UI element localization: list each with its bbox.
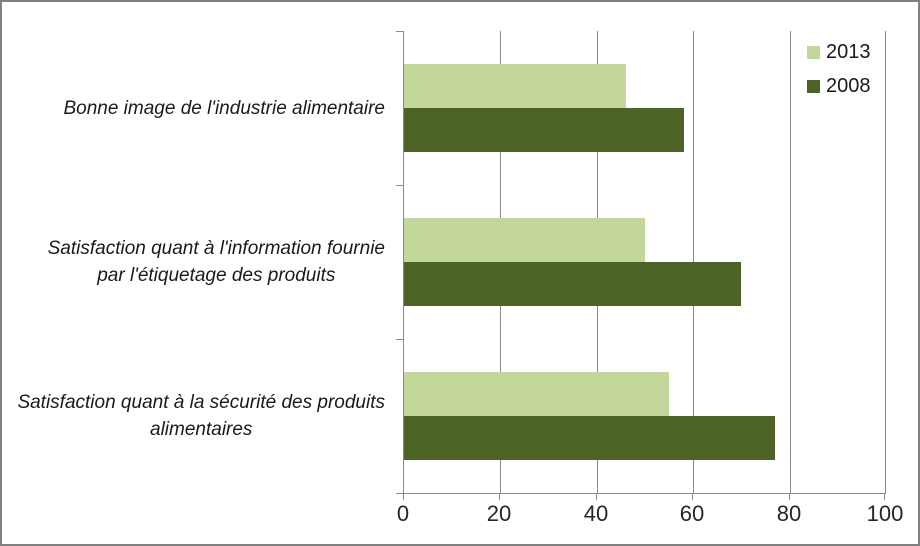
bar-2013-cat3	[404, 372, 669, 416]
legend-entry-2008: 2008	[807, 76, 871, 96]
legend-label: 2008	[826, 75, 871, 97]
category-label-3: Satisfaction quant à la sécurité des pro…	[17, 392, 385, 440]
category-tick-mark-1	[396, 185, 404, 186]
gridline-80	[790, 31, 791, 493]
category-tick-mark-0	[396, 31, 404, 32]
bar-2008-cat1	[404, 108, 684, 152]
x-tick-label-80: 80	[776, 501, 802, 526]
x-tick-mark-100	[884, 494, 885, 500]
category-row-2: Satisfaction quant à l'information fourn…	[6, 185, 394, 339]
legend-swatch-icon	[807, 45, 820, 59]
legend: 2013 2008	[807, 42, 871, 96]
bar-2013-cat1	[404, 64, 626, 108]
x-tick-mark-20	[499, 494, 500, 500]
legend-label: 2013	[826, 41, 871, 63]
value-axis-line	[403, 493, 886, 494]
x-tick-label-100: 100	[866, 501, 904, 526]
category-row-3: Satisfaction quant à la sécurité des pro…	[6, 339, 394, 493]
category-label-1: Bonne image de l'industrie alimentaire	[63, 97, 385, 119]
category-label-2: Satisfaction quant à l'information fourn…	[47, 238, 385, 286]
x-tick-label-0: 0	[396, 501, 410, 526]
bar-2008-cat2	[404, 262, 741, 306]
category-row-1: Bonne image de l'industrie alimentaire	[6, 31, 394, 185]
x-tick-mark-40	[596, 494, 597, 500]
bar-2008-cat3	[404, 416, 775, 460]
category-axis-labels: Bonne image de l'industrie alimentaire Sa…	[6, 31, 394, 493]
x-tick-label-20: 20	[486, 501, 512, 526]
x-tick-mark-0	[403, 494, 404, 500]
legend-swatch-icon	[807, 79, 820, 93]
x-tick-label-40: 40	[583, 501, 609, 526]
x-tick-mark-80	[789, 494, 790, 500]
x-tick-label-60: 60	[679, 501, 705, 526]
x-tick-mark-60	[692, 494, 693, 500]
legend-entry-2013: 2013	[807, 42, 871, 62]
category-tick-mark-2	[396, 339, 404, 340]
gridline-100	[885, 31, 886, 493]
category-tick-mark-3	[396, 493, 404, 494]
plot-area	[403, 31, 886, 493]
bar-2013-cat2	[404, 218, 645, 262]
